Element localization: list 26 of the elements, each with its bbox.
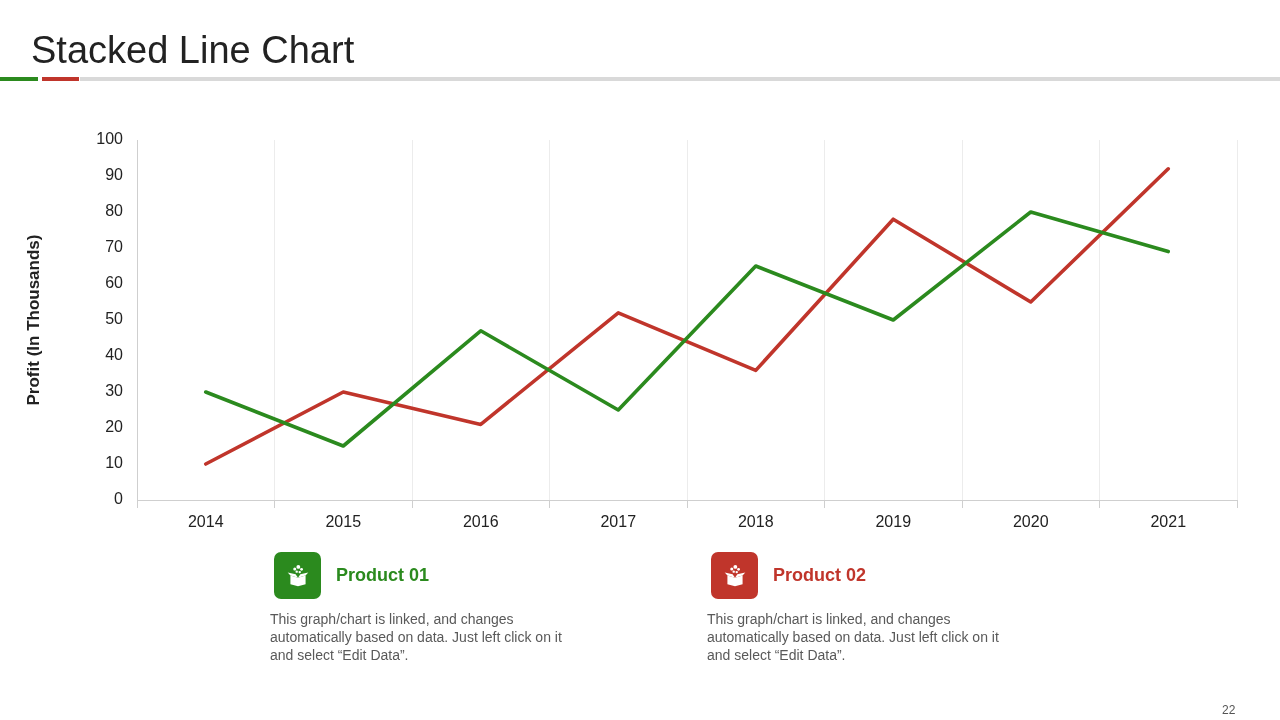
- y-tick-label: 90: [105, 166, 124, 184]
- y-tick-label: 0: [114, 490, 124, 508]
- x-tick-label: 2018: [737, 513, 774, 531]
- y-tick-label: 20: [105, 418, 124, 436]
- x-tick-label: 2019: [875, 513, 912, 531]
- text: 22: [1222, 703, 1236, 717]
- text: Product 02: [773, 565, 867, 586]
- y-tick-label: 40: [105, 346, 124, 364]
- text: This graph/chart is linked, and changes automatically based on data. Just left click on it and select “Edit Data”.: [707, 610, 1000, 664]
- x-tick-label: 2020: [1012, 513, 1049, 531]
- y-tick-label: 10: [105, 454, 124, 472]
- y-axis-title: Profit (In Thousands): [23, 234, 43, 406]
- y-tick-label: 80: [105, 202, 124, 220]
- x-tick-label: 2021: [1150, 513, 1187, 531]
- x-tick-label: 2016: [462, 513, 499, 531]
- y-tick-label: 70: [105, 238, 124, 256]
- text: This graph/chart is linked, and changes automatically based on data. Just left click on it and select “Edit Data”.: [270, 610, 563, 664]
- y-tick-label: 50: [105, 310, 124, 328]
- x-tick-label: 2017: [600, 513, 637, 531]
- y-tick-label: 60: [105, 274, 124, 292]
- text: Product 01: [336, 565, 430, 586]
- chart-title: Stacked Line Chart: [31, 28, 355, 73]
- y-tick-label: 30: [105, 382, 124, 400]
- y-tick-label: 100: [96, 130, 124, 148]
- x-tick-label: 2015: [325, 513, 362, 531]
- x-tick-label: 2014: [187, 513, 224, 531]
